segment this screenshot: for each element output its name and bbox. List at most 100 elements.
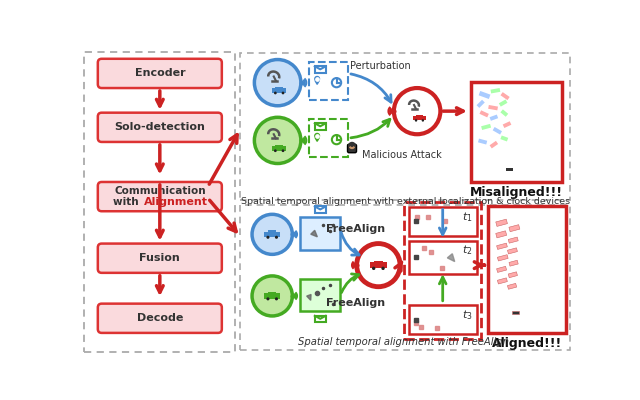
Bar (370, 262, 387, 268)
Bar (408, 207, 477, 236)
Circle shape (275, 236, 278, 239)
FancyBboxPatch shape (348, 144, 356, 153)
Bar (497, 243, 508, 250)
Bar (488, 206, 566, 333)
Bar (490, 141, 498, 148)
Bar (493, 127, 502, 134)
Bar (315, 66, 326, 73)
FancyBboxPatch shape (98, 304, 222, 333)
Polygon shape (315, 76, 319, 81)
Wedge shape (348, 142, 356, 147)
Circle shape (275, 297, 278, 300)
Polygon shape (315, 81, 319, 84)
Polygon shape (315, 134, 319, 138)
Bar (470, 82, 562, 182)
Text: Aligned!!!: Aligned!!! (492, 337, 563, 350)
Circle shape (254, 117, 301, 164)
Bar (309, 119, 348, 157)
Bar (509, 260, 518, 266)
Bar (272, 146, 286, 150)
Bar (490, 88, 500, 94)
Circle shape (282, 149, 284, 152)
Bar (488, 105, 498, 110)
Text: Perturbation: Perturbation (351, 61, 412, 71)
Bar (309, 62, 348, 100)
Circle shape (356, 244, 400, 287)
Text: Decode: Decode (136, 313, 183, 323)
Circle shape (252, 214, 292, 254)
Bar (84, 52, 235, 352)
Bar (499, 100, 508, 107)
Text: Spatial temporal alignment with external localization & clock devices: Spatial temporal alignment with external… (241, 197, 570, 206)
Bar (404, 202, 481, 339)
Circle shape (274, 149, 276, 152)
Bar (264, 293, 280, 299)
Bar (508, 272, 518, 278)
Bar (413, 116, 426, 120)
Bar (315, 123, 326, 130)
Bar (508, 248, 518, 254)
Bar (416, 115, 423, 118)
Bar (275, 87, 283, 90)
FancyBboxPatch shape (98, 182, 222, 211)
Circle shape (332, 135, 341, 144)
Bar (500, 109, 508, 117)
Bar (497, 266, 507, 272)
Bar (479, 110, 489, 117)
Text: Fusion: Fusion (140, 253, 180, 263)
Circle shape (266, 236, 269, 239)
Text: FreeAlign: FreeAlign (326, 224, 385, 234)
Text: FreeAlign: FreeAlign (326, 298, 385, 308)
Bar (275, 145, 283, 148)
Bar (315, 206, 326, 213)
Text: Solo-detection: Solo-detection (115, 122, 205, 132)
Text: Alignment: Alignment (143, 197, 207, 207)
Circle shape (381, 267, 385, 270)
Text: Malicious Attack: Malicious Attack (362, 150, 442, 160)
Bar (241, 53, 570, 200)
Text: with: with (113, 197, 142, 207)
Bar (478, 138, 487, 144)
Bar (268, 292, 276, 296)
Bar (272, 88, 286, 93)
Bar (264, 232, 280, 237)
Circle shape (266, 297, 269, 300)
Bar (496, 231, 507, 238)
Bar (500, 136, 508, 142)
Bar (408, 305, 477, 334)
Bar (508, 283, 516, 289)
Bar (497, 278, 508, 284)
FancyBboxPatch shape (98, 113, 222, 142)
Bar (300, 218, 340, 250)
Text: Encoder: Encoder (134, 68, 185, 78)
Polygon shape (315, 138, 319, 141)
Bar (481, 124, 491, 130)
Bar (500, 92, 509, 100)
Bar (408, 240, 477, 274)
Polygon shape (307, 294, 311, 300)
Bar (490, 114, 498, 121)
Circle shape (282, 92, 284, 94)
Circle shape (254, 60, 301, 106)
Bar (502, 121, 511, 128)
Circle shape (372, 267, 376, 270)
FancyBboxPatch shape (98, 244, 222, 273)
Bar (509, 225, 520, 232)
Text: $t_3$: $t_3$ (462, 308, 473, 322)
Bar (300, 279, 340, 311)
Circle shape (252, 276, 292, 316)
Circle shape (422, 119, 424, 122)
Circle shape (274, 92, 276, 94)
Text: $t_1$: $t_1$ (462, 210, 473, 224)
Bar (496, 219, 508, 226)
Circle shape (332, 78, 341, 87)
FancyBboxPatch shape (98, 59, 222, 88)
Bar (479, 91, 490, 99)
Bar (241, 205, 570, 350)
Bar (506, 168, 513, 171)
Circle shape (394, 88, 440, 134)
Bar (511, 310, 518, 314)
Circle shape (349, 143, 355, 149)
Text: $t_2$: $t_2$ (463, 244, 473, 257)
Bar (497, 255, 508, 261)
